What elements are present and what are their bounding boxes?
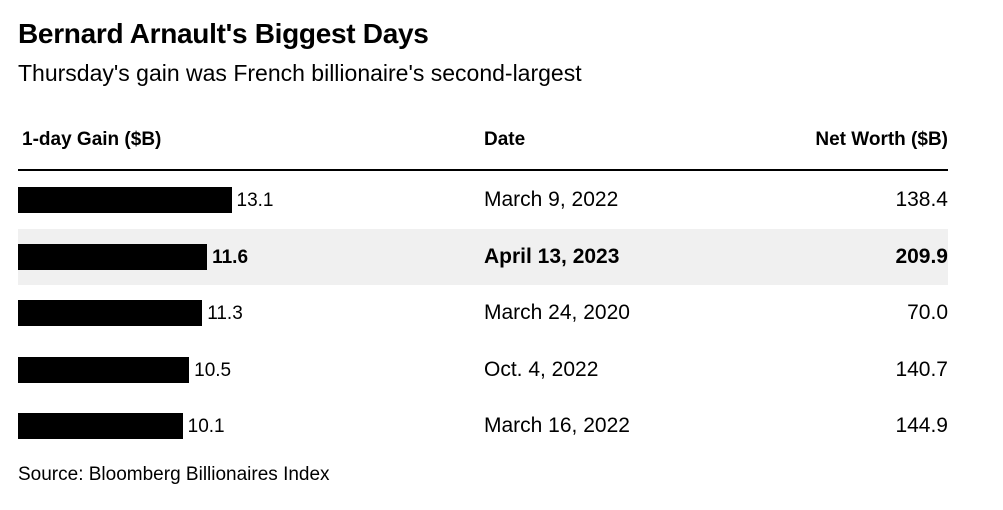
table-row: 10.5 Oct. 4, 2022 140.7: [18, 342, 948, 398]
net-worth-cell: 138.4: [895, 188, 948, 211]
gain-value-label: 10.5: [194, 359, 232, 381]
date-cell: April 13, 2023: [484, 244, 620, 268]
source-note: Source: Bloomberg Billionaires Index: [18, 464, 330, 485]
net-worth-cell: 209.9: [895, 244, 948, 268]
gain-bar: [18, 356, 190, 383]
chart-subtitle: Thursday's gain was French billionaire's…: [18, 60, 582, 86]
gain-bar: [18, 300, 203, 326]
net-worth-cell: 70.0: [907, 301, 948, 324]
header-divider: [18, 169, 948, 171]
column-header-net-worth: Net Worth ($B): [815, 129, 948, 150]
gain-bar: [18, 413, 183, 439]
net-worth-cell: 140.7: [895, 357, 948, 381]
table-row: 10.1 March 16, 2022 144.9: [18, 398, 948, 454]
date-cell: Oct. 4, 2022: [484, 357, 599, 381]
gain-bar: [18, 187, 232, 213]
chart-title: Bernard Arnault's Biggest Days: [18, 18, 429, 49]
date-cell: March 24, 2020: [484, 301, 630, 324]
gain-bar: [18, 243, 208, 270]
table-row: 11.3 March 24, 2020 70.0: [18, 285, 948, 341]
column-header-date: Date: [484, 129, 526, 150]
gain-value-label: 13.1: [236, 190, 274, 211]
net-worth-cell: 144.9: [895, 414, 948, 437]
gain-value-label: 11.6: [212, 246, 249, 268]
date-cell: March 9, 2022: [484, 188, 619, 211]
column-header-gain: 1-day Gain ($B): [22, 129, 162, 150]
table-row: 13.1 March 9, 2022 138.4: [18, 172, 948, 228]
table-row: 11.6 April 13, 2023 209.9: [18, 228, 948, 285]
date-cell: March 16, 2022: [484, 414, 630, 437]
gain-value-label: 11.3: [207, 303, 243, 324]
gain-value-label: 10.1: [187, 416, 225, 437]
